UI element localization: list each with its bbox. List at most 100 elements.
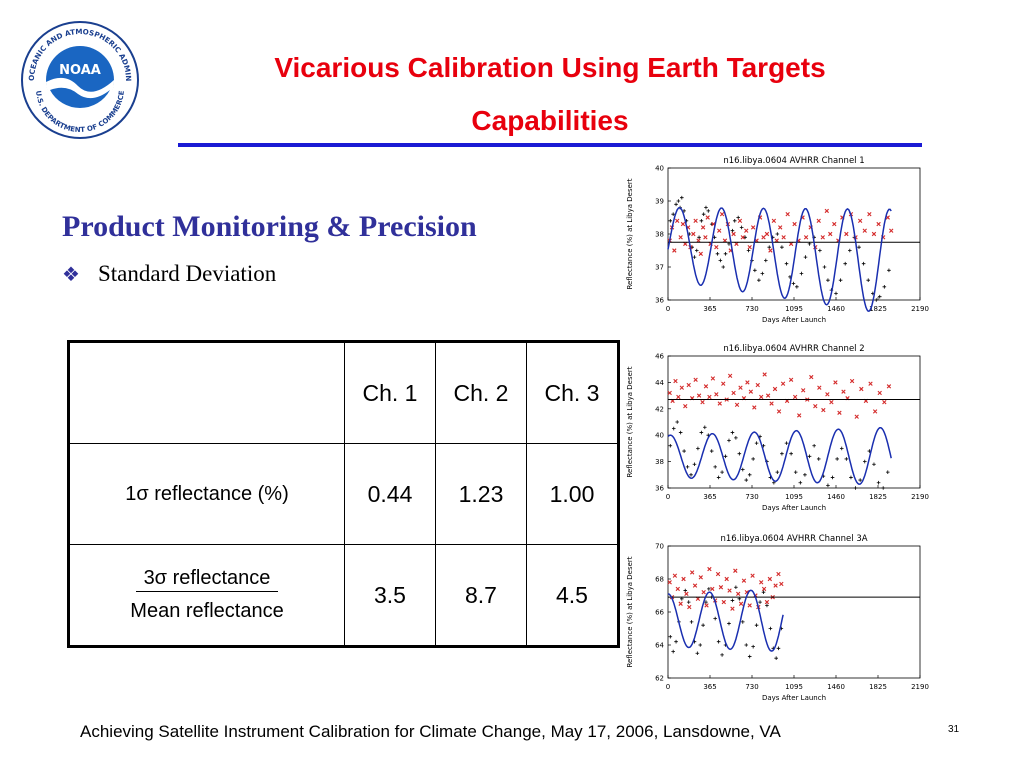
red-x-point [776, 571, 781, 577]
black-cross-point [715, 252, 720, 256]
chart-title: n16.libya.0604 AVHRR Channel 3A [720, 534, 867, 544]
red-x-point [872, 409, 878, 414]
black-cross-point [678, 430, 683, 435]
black-cross-point [872, 462, 876, 467]
black-cross-point [696, 446, 700, 451]
red-x-point [698, 251, 703, 256]
black-cross-point [776, 646, 781, 651]
x-tick-label: 1460 [827, 305, 845, 313]
red-x-point [877, 390, 882, 396]
black-cross-point [838, 278, 843, 282]
black-cross-point [682, 449, 686, 453]
slide-title-line1: Vicarious Calibration Using Earth Target… [274, 52, 826, 83]
plot-frame [667, 545, 921, 679]
red-x-point [667, 580, 672, 585]
red-x-point [693, 218, 698, 223]
red-x-point [710, 376, 716, 381]
red-x-point [849, 378, 855, 384]
red-x-point [764, 231, 770, 237]
black-cross-point [692, 255, 697, 259]
black-cross-point [844, 457, 849, 461]
red-x-point [801, 388, 806, 393]
black-cross-point [727, 438, 731, 443]
x-tick-label: 1460 [827, 683, 845, 691]
red-x-point [698, 575, 703, 580]
red-x-point [714, 392, 719, 397]
red-x-point [889, 228, 894, 233]
red-x-point [837, 410, 842, 415]
x-tick-label: 2190 [911, 493, 929, 501]
black-cross-point [816, 457, 821, 461]
red-x-point [701, 590, 706, 595]
black-cross-point [703, 425, 707, 430]
black-cross-point [720, 653, 724, 657]
red-x-point [738, 601, 744, 606]
black-cross-point [671, 649, 675, 654]
black-cross-point [675, 420, 680, 424]
red-x-point [673, 378, 678, 384]
red-x-point [792, 221, 797, 227]
table-header-cell: Ch. 3 [526, 341, 619, 444]
red-x-point [764, 599, 770, 605]
black-cross-point [795, 285, 799, 289]
red-x-point [703, 235, 708, 240]
x-tick-label: 365 [703, 305, 716, 313]
red-x-point [750, 573, 755, 578]
y-tick-label: 39 [655, 198, 664, 206]
black-cross-point [716, 475, 721, 480]
x-axis-label: Days After Launch [762, 694, 826, 702]
black-cross-point [774, 656, 778, 660]
red-x-point [816, 218, 821, 223]
red-x-point [740, 235, 745, 240]
red-x-point [747, 245, 752, 250]
channel-2-chart: n16.libya.0604 AVHRR Channel 2 Reflectanc… [626, 344, 929, 512]
red-x-point [684, 591, 689, 597]
black-cross-point [876, 480, 881, 485]
x-tick-label: 2190 [911, 305, 929, 313]
black-cross-point [887, 268, 891, 273]
x-tick-label: 730 [745, 493, 758, 501]
red-x-point [747, 603, 752, 608]
black-cross-point [789, 451, 793, 456]
black-cross-point [730, 598, 735, 603]
black-cross-point [721, 265, 726, 269]
red-x-point [719, 212, 725, 217]
black-cross-point [764, 258, 768, 263]
red-x-point [680, 221, 686, 227]
black-cross-point [747, 473, 752, 477]
black-cross-point [780, 245, 784, 249]
svg-text:NOAA: NOAA [59, 63, 101, 78]
y-tick-label: 64 [655, 642, 664, 650]
black-cross-point [882, 285, 887, 289]
red-x-point [762, 372, 767, 377]
black-cross-point [803, 473, 807, 477]
red-x-point [672, 573, 678, 578]
red-x-point [733, 568, 738, 573]
x-axis-label: Days After Launch [762, 504, 826, 512]
red-x-point [689, 570, 695, 575]
black-cross-point [686, 600, 691, 604]
red-x-point [780, 381, 786, 386]
y-tick-label: 36 [655, 485, 664, 493]
black-cross-point [760, 271, 765, 276]
section-heading: Product Monitoring & Precision [62, 210, 477, 243]
red-x-point [772, 386, 778, 392]
red-x-point [737, 218, 743, 223]
y-tick-label: 66 [655, 609, 664, 617]
red-x-point [676, 394, 681, 400]
red-x-point [761, 586, 767, 592]
black-cross-point [740, 467, 745, 472]
black-cross-point [668, 634, 673, 639]
black-cross-point [743, 235, 747, 240]
red-x-point [771, 218, 777, 223]
black-cross-point [862, 459, 867, 464]
table-header-cell: Ch. 1 [344, 341, 436, 444]
table-cell: 1.00 [526, 443, 619, 545]
red-x-point [721, 599, 726, 605]
red-x-point [871, 231, 877, 237]
red-x-point [765, 393, 771, 398]
black-cross-point [668, 219, 673, 223]
y-tick-label: 40 [655, 165, 664, 173]
black-cross-point [747, 654, 752, 659]
black-cross-point [751, 457, 755, 461]
